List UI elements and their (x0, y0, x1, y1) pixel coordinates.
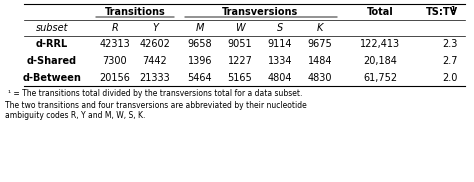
Text: 1334: 1334 (268, 56, 292, 66)
Text: 5464: 5464 (188, 73, 212, 83)
Text: The two transitions and four transversions are abbreviated by their nucleotide: The two transitions and four transversio… (5, 102, 307, 110)
Text: 42602: 42602 (139, 39, 171, 49)
Text: S: S (277, 23, 283, 33)
Text: 1396: 1396 (188, 56, 212, 66)
Text: Total: Total (366, 7, 393, 17)
Text: 9051: 9051 (228, 39, 252, 49)
Text: 20,184: 20,184 (363, 56, 397, 66)
Text: 61,752: 61,752 (363, 73, 397, 83)
Text: TS:TV: TS:TV (426, 7, 458, 17)
Text: 2.3: 2.3 (442, 39, 458, 49)
Text: W: W (235, 23, 245, 33)
Text: R: R (111, 23, 118, 33)
Text: ambiguity codes R, Y and M, W, S, K.: ambiguity codes R, Y and M, W, S, K. (5, 112, 146, 120)
Text: 4830: 4830 (308, 73, 332, 83)
Text: Y: Y (152, 23, 158, 33)
Text: 21333: 21333 (140, 73, 170, 83)
Text: subset: subset (36, 23, 68, 33)
Text: M: M (196, 23, 204, 33)
Text: ¹ = The transitions total divided by the transversions total for a data subset.: ¹ = The transitions total divided by the… (8, 90, 302, 98)
Text: 1484: 1484 (308, 56, 332, 66)
Text: 9675: 9675 (308, 39, 332, 49)
Text: 4804: 4804 (268, 73, 292, 83)
Text: Transitions: Transitions (105, 7, 165, 17)
Text: d-Between: d-Between (23, 73, 82, 83)
Text: 9114: 9114 (268, 39, 292, 49)
Text: d-RRL: d-RRL (36, 39, 68, 49)
Text: 20156: 20156 (100, 73, 130, 83)
Text: 9658: 9658 (188, 39, 212, 49)
Text: Transversions: Transversions (222, 7, 298, 17)
Text: d-Shared: d-Shared (27, 56, 77, 66)
Text: 7300: 7300 (103, 56, 128, 66)
Text: 2.0: 2.0 (442, 73, 458, 83)
Text: 122,413: 122,413 (360, 39, 400, 49)
Text: 5165: 5165 (228, 73, 252, 83)
Text: 1227: 1227 (228, 56, 253, 66)
Text: 42313: 42313 (100, 39, 130, 49)
Text: 1: 1 (451, 6, 456, 12)
Text: 2.7: 2.7 (442, 56, 458, 66)
Text: K: K (317, 23, 323, 33)
Text: 7442: 7442 (143, 56, 167, 66)
